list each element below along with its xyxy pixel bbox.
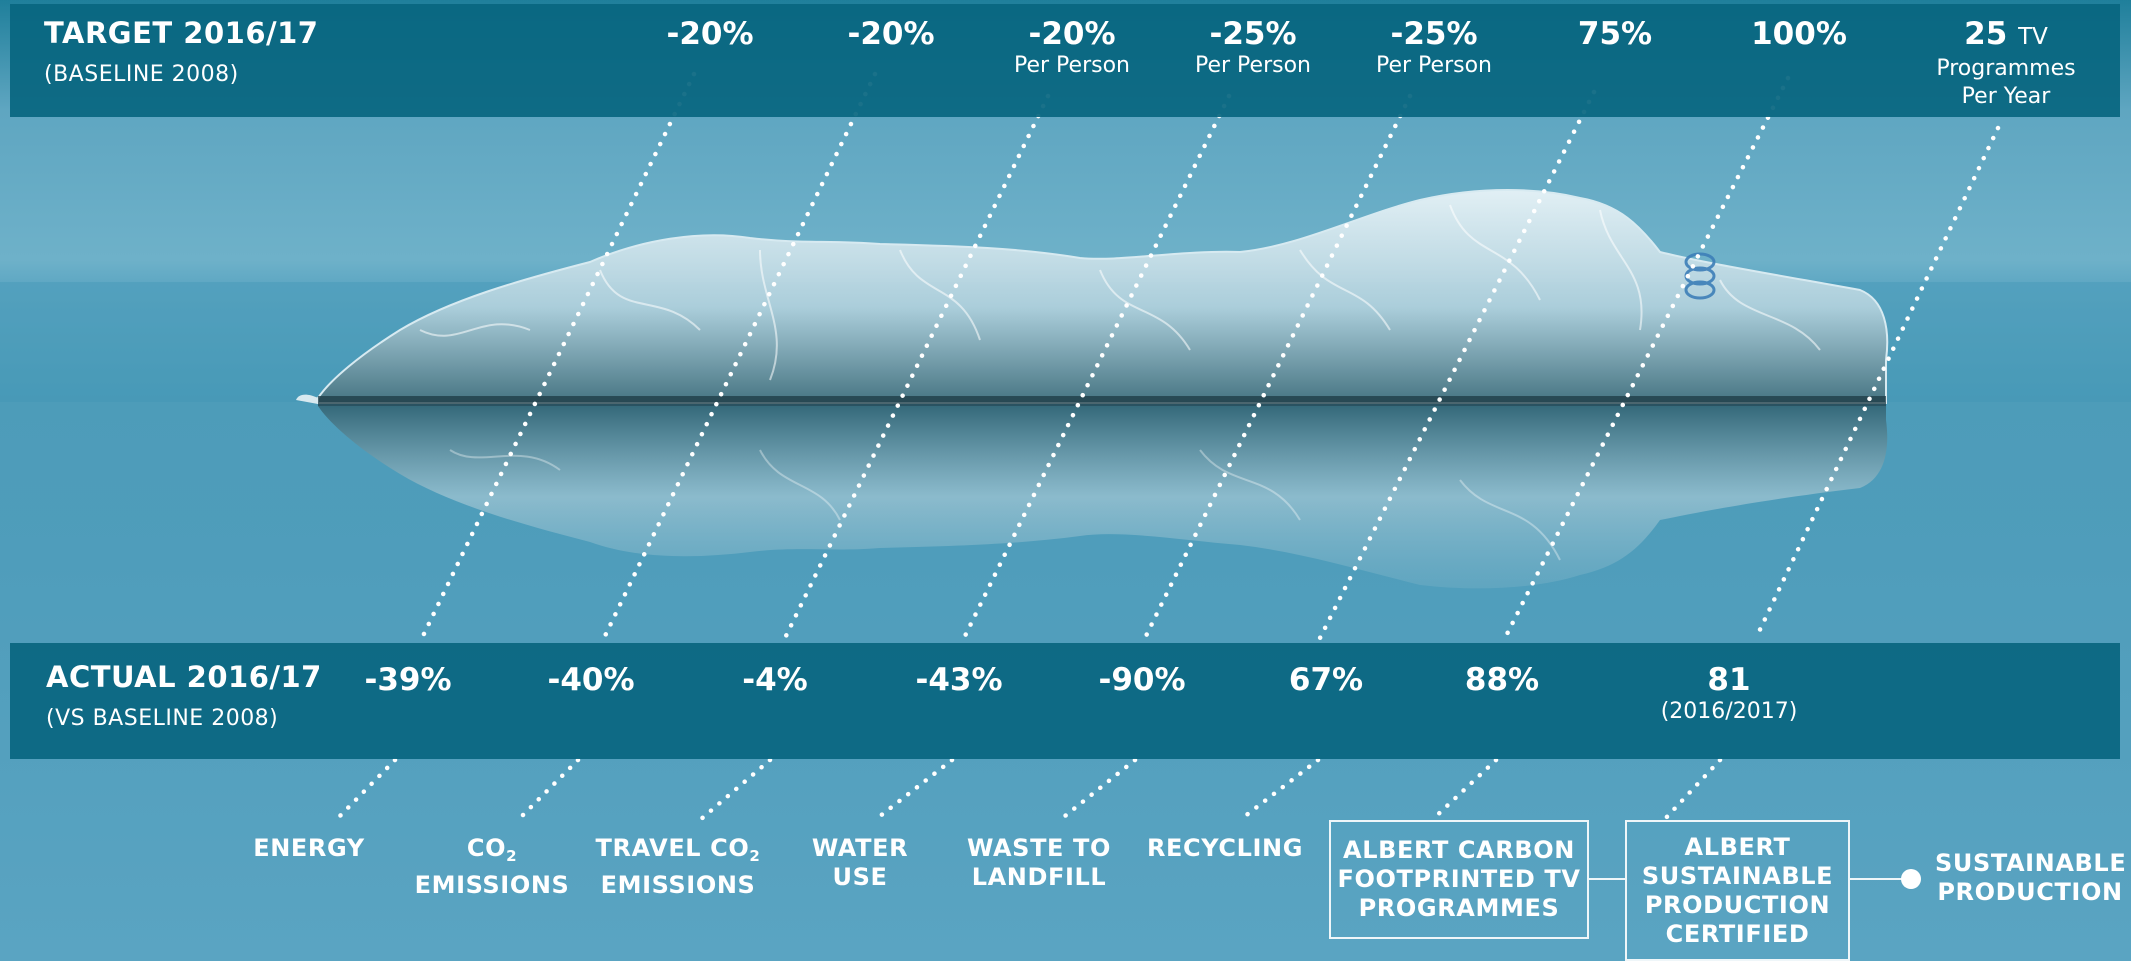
label-waste-line1: WASTE TO	[967, 834, 1111, 862]
target-recycling: 75%	[1505, 16, 1725, 52]
label-waste-to-landfill: WASTE TO LANDFILL	[924, 834, 1154, 892]
box-albert-sustainable-certified: ALBERT SUSTAINABLE PRODUCTION CERTIFIED	[1625, 820, 1850, 961]
actual-waste-value: -90%	[1098, 662, 1186, 698]
actual-band	[10, 643, 2120, 759]
end-dot	[1901, 869, 1921, 889]
dotted-connector-0	[419, 71, 697, 641]
end-line1: SUSTAINABLE	[1935, 849, 2127, 877]
target-water-value: -25%	[1209, 16, 1297, 52]
label-co2-line2: EMISSIONS	[414, 871, 570, 899]
label-sustainable-production: SUSTAINABLE PRODUCTION	[1935, 849, 2127, 907]
dotted-connector-5	[1317, 89, 1597, 641]
dotted-connector-4	[1142, 93, 1413, 641]
target-co2-value: -20%	[847, 16, 935, 52]
actual-albert-sustainable: 81 (2016/2017)	[1619, 662, 1839, 726]
label-co2-emissions: CO2 EMISSIONS	[377, 834, 607, 900]
actual-energy-value: -39%	[364, 662, 452, 698]
target-albert-carbon: 100%	[1689, 16, 1909, 52]
label-travel-line1: TRAVEL CO	[595, 834, 750, 862]
actual-water: -43%	[849, 662, 1069, 698]
target-energy: -20%	[600, 16, 820, 52]
end-line2: PRODUCTION	[1937, 878, 2123, 906]
label-waste-line2: LANDFILL	[971, 863, 1107, 891]
target-water: -25% Per Person	[1143, 16, 1363, 80]
dotted-connector-13	[1237, 757, 1321, 823]
target-waste: -25% Per Person	[1324, 16, 1544, 80]
actual-title: ACTUAL 2016/17	[46, 660, 322, 694]
dotted-connector-1	[601, 71, 878, 641]
label-travel-subscript: 2	[749, 847, 761, 865]
dotted-connector-15	[1661, 757, 1723, 823]
target-albert-sustainable-note: Programmes	[1936, 56, 2076, 81]
target-energy-value: -20%	[666, 16, 754, 52]
label-travel-line2: EMISSIONS	[600, 871, 756, 899]
actual-energy: -39%	[298, 662, 518, 698]
target-waste-note: Per Person	[1376, 53, 1492, 78]
target-travel: -20% Per Person	[962, 16, 1182, 80]
dotted-connector-11	[872, 757, 955, 823]
actual-water-value: -43%	[915, 662, 1003, 698]
label-water-line1: WATER	[811, 834, 909, 862]
actual-travel: -4%	[665, 662, 885, 698]
dotted-connector-10	[697, 757, 773, 823]
target-albert-sustainable-note2: Per Year	[1961, 84, 2051, 109]
target-subtitle: (BASELINE 2008)	[44, 62, 239, 87]
target-albert-sustainable-unit: TV	[2018, 24, 2048, 50]
box-albert-carbon-footprinted: ALBERT CARBON FOOTPRINTED TV PROGRAMMES	[1329, 820, 1589, 939]
target-travel-note: Per Person	[1014, 53, 1130, 78]
actual-waste: -90%	[1032, 662, 1252, 698]
target-title: TARGET 2016/17	[44, 16, 319, 50]
label-co2-subscript: 2	[506, 847, 518, 865]
actual-co2: -40%	[481, 662, 701, 698]
label-travel-co2-emissions: TRAVEL CO2 EMISSIONS	[563, 834, 793, 900]
label-recycling-text: RECYCLING	[1146, 834, 1304, 862]
target-albert-sustainable-value: 25	[1964, 16, 2008, 52]
dotted-connector-14	[1429, 757, 1499, 823]
target-albert-carbon-value: 100%	[1751, 16, 1847, 52]
label-water-use: WATER USE	[745, 834, 975, 892]
actual-albert-carbon-value: 88%	[1464, 662, 1540, 698]
label-energy-text: ENERGY	[253, 834, 365, 862]
target-water-note: Per Person	[1195, 53, 1311, 78]
box-connector	[1589, 878, 1625, 880]
end-connector	[1850, 878, 1912, 880]
actual-travel-value: -4%	[742, 662, 808, 698]
actual-albert-sustainable-note: (2016/2017)	[1660, 699, 1798, 724]
target-band	[10, 4, 2120, 117]
label-co2-line1: CO	[466, 834, 507, 862]
dotted-connector-8	[333, 757, 398, 823]
actual-recycling: 67%	[1216, 662, 1436, 698]
actual-co2-value: -40%	[547, 662, 635, 698]
bottle-reflection	[318, 406, 1888, 589]
actual-albert-sustainable-value: 81	[1707, 662, 1751, 698]
dotted-connector-9	[515, 757, 581, 823]
dotted-connector-3	[961, 93, 1232, 641]
bottle-body	[317, 189, 1889, 404]
actual-recycling-value: 67%	[1288, 662, 1364, 698]
dotted-connector-2	[782, 93, 1051, 641]
target-travel-value: -20%	[1028, 16, 1116, 52]
dotted-connector-12	[1057, 757, 1138, 823]
target-waste-value: -25%	[1390, 16, 1478, 52]
target-albert-sustainable: 25 TV Programmes Per Year	[1896, 16, 2116, 111]
label-energy: ENERGY	[194, 834, 424, 863]
actual-subtitle: (VS BASELINE 2008)	[46, 706, 279, 731]
target-co2: -20%	[781, 16, 1001, 52]
target-recycling-value: 75%	[1577, 16, 1653, 52]
dotted-connector-6	[1502, 75, 1791, 641]
actual-albert-carbon: 88%	[1392, 662, 1612, 698]
label-water-line2: USE	[832, 863, 888, 891]
label-recycling: RECYCLING	[1110, 834, 1340, 863]
